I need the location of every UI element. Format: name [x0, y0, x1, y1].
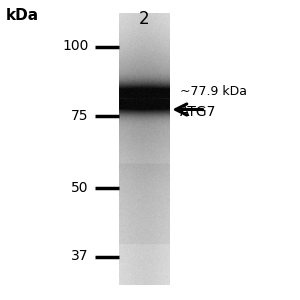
Text: 2: 2	[139, 11, 149, 28]
Text: 50: 50	[71, 181, 88, 194]
Text: kDa: kDa	[6, 8, 39, 22]
Text: ATG7: ATG7	[180, 106, 216, 119]
Text: 37: 37	[71, 250, 88, 263]
Text: ~77.9 kDa: ~77.9 kDa	[180, 85, 247, 98]
Text: 75: 75	[71, 109, 88, 122]
Text: 100: 100	[62, 40, 88, 53]
